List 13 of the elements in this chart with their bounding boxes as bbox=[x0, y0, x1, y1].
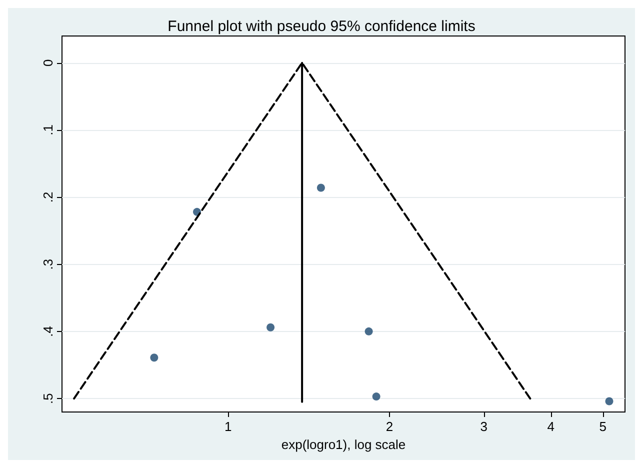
y-tick-label: .1 bbox=[40, 124, 56, 136]
x-tick-label: 3 bbox=[480, 419, 488, 434]
x-tick-label: 4 bbox=[547, 419, 554, 434]
x-tick-label: 1 bbox=[224, 419, 232, 434]
y-tick-label: .2 bbox=[40, 192, 56, 203]
chart-title: Funnel plot with pseudo 95% confidence limits bbox=[168, 18, 476, 35]
x-axis-title: exp(logro1), log scale bbox=[281, 437, 406, 452]
y-tick-label: .3 bbox=[40, 258, 56, 270]
x-tick-label: 2 bbox=[386, 419, 394, 434]
x-tick-label: 5 bbox=[599, 419, 606, 434]
y-tick-label: .4 bbox=[40, 326, 56, 337]
y-tick-label: 0 bbox=[40, 59, 56, 66]
y-tick-label: .5 bbox=[40, 393, 56, 404]
